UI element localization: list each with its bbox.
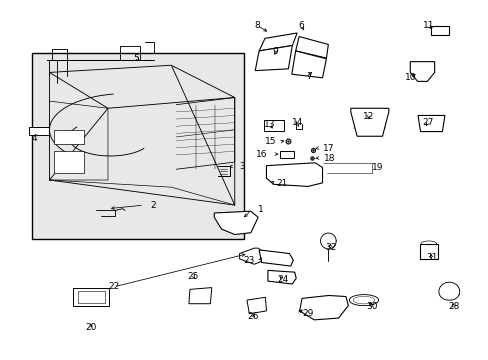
Polygon shape [417, 116, 444, 132]
Polygon shape [259, 33, 297, 51]
Text: 26: 26 [247, 312, 259, 321]
Text: 9: 9 [272, 47, 278, 56]
Text: 27: 27 [421, 118, 433, 127]
Text: 11: 11 [422, 21, 434, 30]
Text: 16: 16 [256, 150, 267, 159]
Bar [73, 288, 109, 306]
Text: 10: 10 [404, 73, 415, 82]
Polygon shape [255, 45, 292, 71]
Text: 20: 20 [85, 323, 97, 332]
Text: 25: 25 [187, 271, 199, 280]
Polygon shape [291, 51, 326, 78]
Polygon shape [188, 288, 211, 304]
Text: 17: 17 [322, 144, 333, 153]
Bar [264, 121, 283, 131]
Text: 6: 6 [298, 21, 304, 30]
Polygon shape [214, 211, 258, 234]
Polygon shape [267, 270, 296, 284]
Text: 8: 8 [254, 21, 260, 30]
Text: 29: 29 [302, 309, 313, 318]
Text: 2: 2 [150, 201, 155, 210]
Text: 19: 19 [371, 163, 383, 172]
Polygon shape [295, 37, 328, 58]
Text: 13: 13 [264, 120, 275, 129]
Polygon shape [239, 248, 263, 264]
Text: 3: 3 [239, 162, 245, 171]
Text: 7: 7 [305, 72, 311, 81]
Text: 30: 30 [366, 302, 377, 311]
Bar [32, 53, 244, 239]
Polygon shape [409, 62, 434, 81]
Text: 24: 24 [276, 275, 287, 284]
Text: 14: 14 [291, 118, 302, 127]
Polygon shape [266, 163, 322, 186]
Text: 23: 23 [243, 256, 254, 265]
Text: 5: 5 [133, 54, 139, 63]
Bar [419, 244, 437, 259]
Text: 18: 18 [323, 154, 334, 163]
Bar [279, 151, 294, 158]
Polygon shape [299, 296, 347, 320]
Text: 4: 4 [32, 134, 38, 143]
Bar [29, 127, 49, 135]
Bar [54, 151, 83, 173]
Bar [430, 26, 448, 35]
Bar [54, 130, 83, 144]
Text: 31: 31 [425, 253, 437, 262]
Text: 28: 28 [447, 302, 459, 311]
Text: 21: 21 [276, 179, 287, 188]
Text: 22: 22 [108, 282, 119, 291]
Text: 1: 1 [257, 205, 263, 214]
Text: 15: 15 [264, 137, 276, 146]
Bar [78, 291, 104, 303]
Polygon shape [350, 108, 388, 136]
Text: 32: 32 [325, 243, 336, 252]
Text: 12: 12 [363, 112, 374, 121]
Polygon shape [259, 250, 293, 266]
Polygon shape [246, 297, 266, 314]
